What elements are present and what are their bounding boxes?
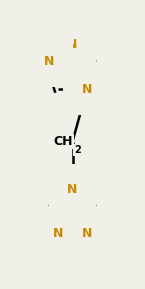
- Text: N: N: [67, 183, 78, 196]
- Text: N: N: [53, 227, 63, 240]
- Text: CH: CH: [53, 135, 72, 148]
- Text: N: N: [44, 55, 54, 68]
- Text: 2: 2: [74, 145, 81, 155]
- Text: N: N: [82, 83, 92, 96]
- Text: N: N: [67, 38, 78, 51]
- Text: N: N: [82, 227, 92, 240]
